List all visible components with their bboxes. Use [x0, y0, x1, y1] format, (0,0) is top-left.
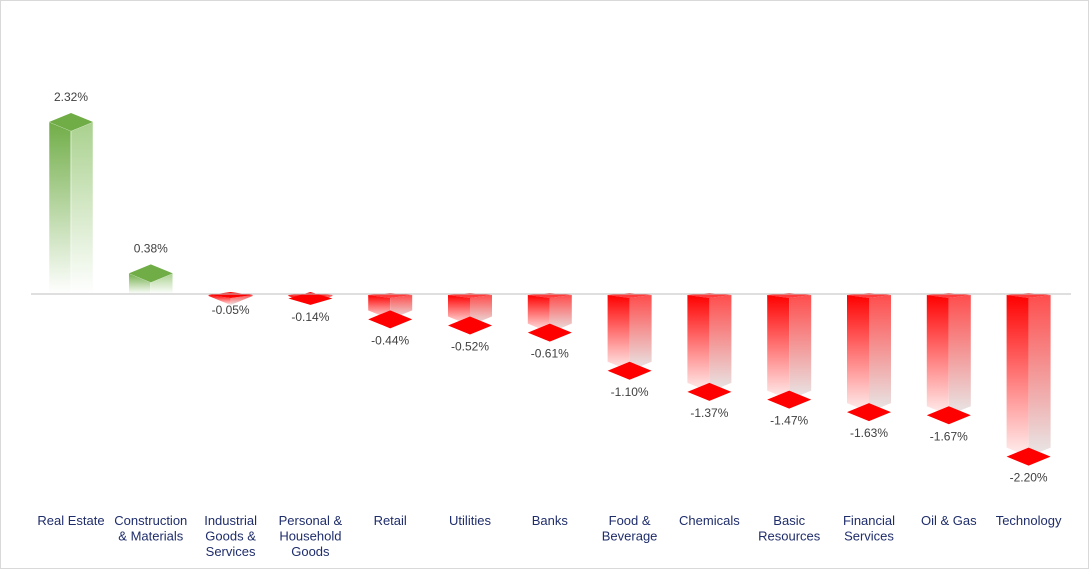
bar-10	[767, 293, 812, 409]
category-label: Utilities	[449, 513, 491, 528]
bar-face-right	[948, 295, 971, 416]
bar-13	[1006, 293, 1051, 466]
bar-9	[687, 293, 732, 401]
category-label: Personal & Household Goods	[279, 513, 343, 559]
bar-face-right	[549, 295, 572, 333]
category-label: Oil & Gas	[921, 513, 977, 528]
bar-face-left	[767, 295, 790, 400]
bar-face-right	[869, 295, 891, 413]
category-label: Financial Services	[843, 513, 895, 544]
category-label: Industrial Goods & Services	[204, 513, 257, 559]
value-label: -1.10%	[611, 385, 649, 399]
value-label: -1.47%	[770, 414, 808, 428]
value-label: 2.32%	[54, 90, 88, 104]
bar-cap	[926, 406, 971, 425]
bar-face-right	[629, 295, 652, 371]
bar-cap	[368, 310, 413, 329]
bar-7	[527, 293, 572, 342]
value-label: -0.14%	[291, 310, 329, 324]
bar-2	[128, 264, 174, 295]
bar-11	[847, 293, 891, 422]
bar-face-right	[789, 295, 812, 400]
bar-1	[48, 113, 94, 295]
bar-cap	[49, 113, 93, 132]
category-label: Food & Beverage	[602, 513, 658, 544]
bar-face-left	[527, 295, 550, 333]
bar-cap	[767, 390, 812, 409]
bar-face-left	[1006, 295, 1029, 457]
bar-face-right	[709, 295, 732, 392]
value-label: -1.63%	[850, 426, 888, 440]
bar-face-right	[1028, 295, 1051, 457]
bar-face-left	[448, 295, 470, 326]
category-label: Banks	[532, 513, 569, 528]
bar-cap	[847, 403, 891, 422]
category-label: Chemicals	[679, 513, 740, 528]
category-label: Construction & Materials	[114, 513, 187, 544]
bar-face-left	[687, 295, 710, 392]
value-labels-group: 2.32% 0.38% -0.05% -0.14% -0.44% -0.52% -0.61%…	[54, 90, 1048, 485]
bar-face-left	[208, 295, 231, 305]
bar-cap	[448, 316, 492, 335]
bar-12	[926, 293, 971, 425]
bar-cap	[208, 292, 253, 298]
bar-cap	[607, 361, 652, 380]
value-label: -0.61%	[531, 347, 569, 361]
bar-cap	[527, 323, 572, 342]
value-label: -2.20%	[1010, 471, 1048, 485]
bar-face-left	[48, 121, 72, 295]
bar-face-right	[70, 121, 94, 295]
value-label: -0.44%	[371, 333, 409, 347]
value-label: -0.52%	[451, 340, 489, 354]
value-label: -1.37%	[690, 406, 728, 420]
bar-cap	[1006, 447, 1051, 466]
value-label: -1.67%	[930, 429, 968, 443]
bars-group	[48, 113, 1051, 466]
bar-face-right	[230, 295, 253, 305]
bar-face-left	[926, 295, 949, 416]
category-label: Basic Resources	[758, 513, 821, 544]
bar-face-left	[607, 295, 630, 371]
value-label: -0.05%	[212, 303, 250, 317]
bar-5	[368, 293, 413, 329]
bar-8	[607, 293, 652, 380]
bar-cap	[128, 264, 173, 283]
category-label: Technology	[996, 513, 1062, 528]
bar-6	[448, 293, 492, 335]
category-labels-group: Real Estate Construction & Materials Indust…	[37, 513, 1062, 559]
category-label: Retail	[374, 513, 407, 528]
bar-cap	[687, 382, 732, 401]
bar-cap	[288, 292, 333, 305]
bar-face-right	[470, 295, 492, 326]
bar-face-left	[847, 295, 869, 413]
value-label: 0.38%	[134, 241, 168, 255]
category-label: Real Estate	[37, 513, 104, 528]
